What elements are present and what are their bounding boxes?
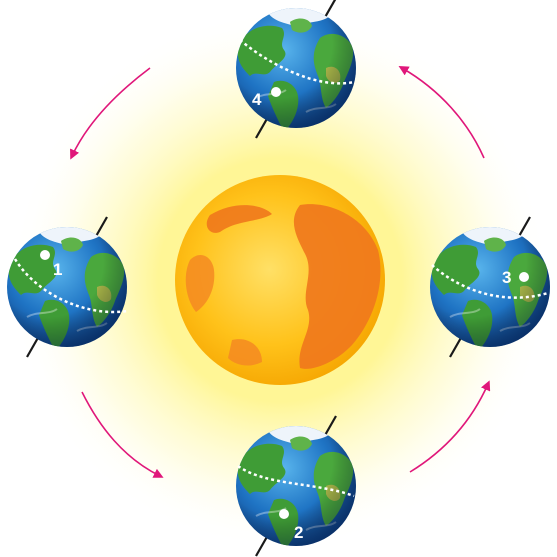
orbit-arrows bbox=[70, 65, 491, 478]
latitude-circle bbox=[13, 258, 128, 314]
earth-right: 3 bbox=[430, 216, 550, 358]
earth-left: 1 bbox=[7, 216, 128, 358]
orbit-arrow-top-left bbox=[70, 67, 151, 160]
orbit-arrow-bottom-right bbox=[409, 380, 491, 473]
location-marker bbox=[279, 509, 289, 519]
latitude-circle bbox=[239, 39, 355, 85]
earth-top: 4 bbox=[236, 0, 356, 139]
position-label: 3 bbox=[502, 268, 511, 287]
location-marker bbox=[519, 272, 529, 282]
orbit-arrow-bottom-left bbox=[81, 391, 164, 478]
position-label: 2 bbox=[294, 523, 303, 542]
location-marker bbox=[271, 87, 281, 97]
earth-bottom: 2 bbox=[236, 415, 356, 557]
position-label: 4 bbox=[252, 90, 262, 109]
position-label: 1 bbox=[53, 260, 62, 279]
latitude-circle bbox=[431, 264, 549, 299]
location-marker bbox=[40, 250, 50, 260]
orbit-arrow-top-right bbox=[398, 65, 485, 159]
sun bbox=[175, 175, 385, 385]
